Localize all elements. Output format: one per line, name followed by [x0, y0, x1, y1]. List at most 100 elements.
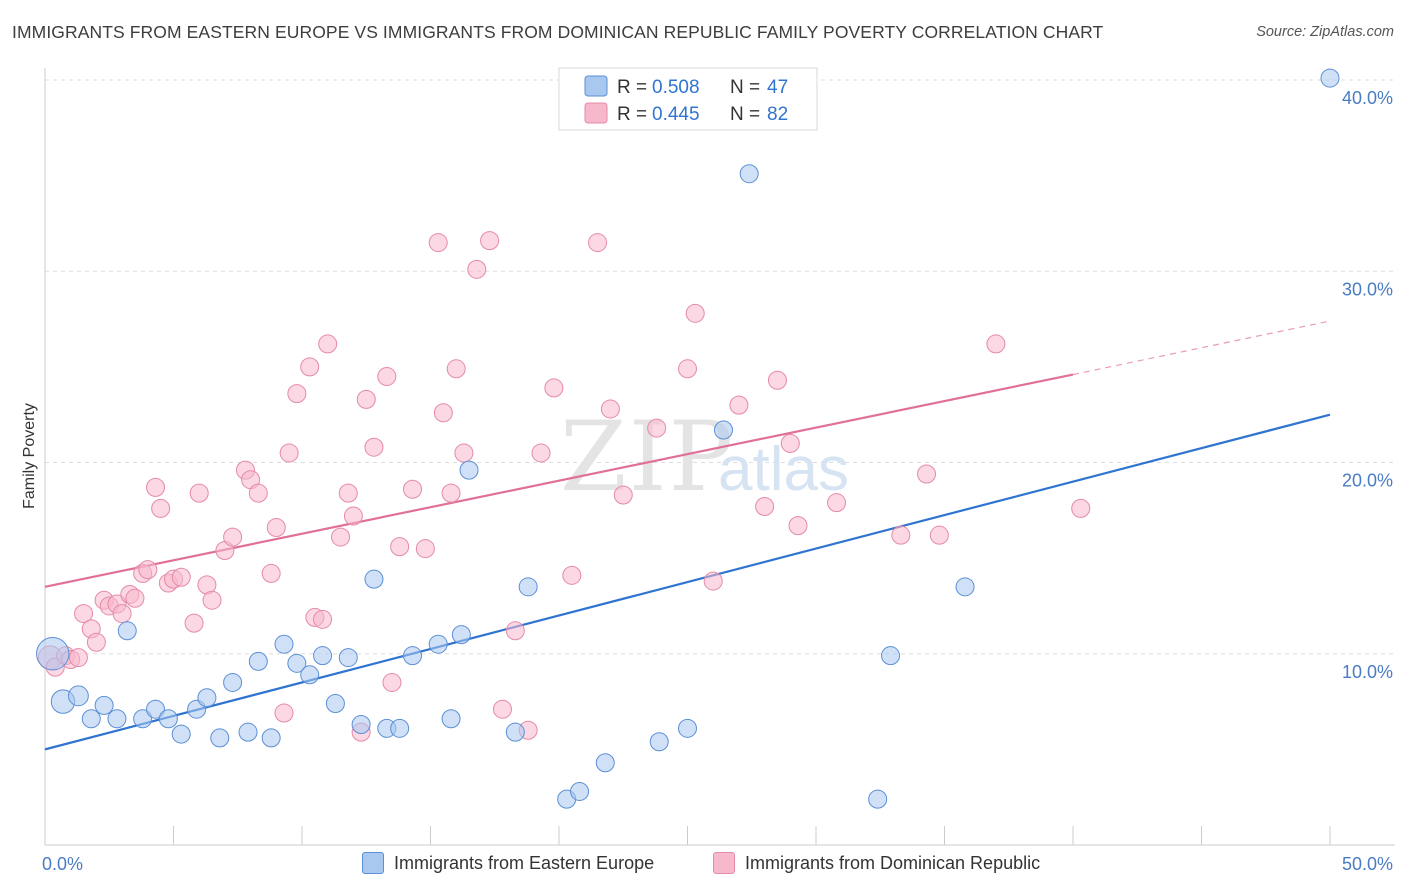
legend-swatch-blue: [584, 75, 608, 97]
y-tick-label-3: 40.0%: [1342, 88, 1393, 108]
point-dominican-republic-44: [364, 437, 384, 457]
point-eastern-europe-18: [274, 634, 294, 654]
point-eastern-europe-40: [713, 420, 733, 440]
point-eastern-europe-12: [197, 688, 217, 708]
legend-n-value-2: 82: [767, 104, 788, 125]
point-dominican-republic-41: [343, 506, 363, 526]
legend-r-label-2: R =: [617, 104, 647, 125]
point-dominican-republic-60: [531, 443, 551, 463]
point-dominican-republic-38: [318, 334, 338, 354]
point-dominican-republic-73: [780, 433, 800, 453]
point-eastern-europe-44: [955, 577, 975, 597]
point-dominican-republic-34: [287, 384, 307, 404]
point-eastern-europe-3: [81, 709, 101, 729]
point-eastern-europe-33: [505, 722, 525, 742]
legend-item-eastern-europe: Immigrants from Eastern Europe: [362, 852, 654, 874]
point-eastern-europe-28: [403, 646, 423, 666]
point-dominican-republic-51: [433, 403, 453, 423]
point-eastern-europe-8: [146, 699, 166, 719]
point-eastern-europe-4: [94, 695, 114, 715]
point-eastern-europe-41: [739, 164, 759, 184]
point-eastern-europe-29: [428, 634, 448, 654]
point-dominican-republic-11: [112, 604, 132, 624]
point-dominican-republic-49: [415, 539, 435, 559]
point-dominican-republic-67: [678, 359, 697, 379]
legend-r-value-1: 0.508: [652, 77, 700, 98]
point-eastern-europe-2: [68, 685, 89, 707]
point-dominican-republic-54: [454, 443, 474, 463]
point-dominican-republic-79: [986, 334, 1006, 354]
point-dominican-republic-77: [917, 464, 937, 484]
point-eastern-europe-5: [107, 709, 127, 729]
point-dominican-republic-30: [261, 563, 281, 583]
point-eastern-europe-7: [133, 709, 153, 729]
bottom-legend: Immigrants from Eastern Europe Immigrant…: [0, 852, 1406, 878]
legend-swatch-pink: [584, 102, 608, 124]
point-dominican-republic-40: [338, 483, 358, 503]
point-dominican-republic-15: [138, 560, 158, 580]
point-dominican-republic-46: [382, 672, 402, 692]
point-eastern-europe-37: [595, 753, 615, 773]
point-dominican-republic-53: [446, 359, 466, 379]
point-dominican-republic-4: [68, 648, 88, 668]
point-dominican-republic-5: [74, 604, 94, 624]
point-eastern-europe-22: [325, 693, 345, 713]
point-dominican-republic-65: [613, 485, 633, 505]
point-eastern-europe-39: [678, 718, 697, 738]
point-eastern-europe-43: [881, 646, 901, 666]
point-eastern-europe-13: [210, 728, 230, 748]
trend-line-dominican-republic: [44, 373, 1074, 588]
point-eastern-europe-30: [441, 709, 461, 729]
point-eastern-europe-45: [1320, 68, 1340, 88]
point-dominican-republic-56: [480, 231, 500, 251]
point-dominican-republic-45: [377, 366, 397, 386]
point-dominican-republic-39: [331, 527, 351, 547]
point-dominican-republic-70: [729, 395, 749, 415]
legend-r-value-2: 0.445: [652, 104, 700, 125]
legend-label-eastern-europe: Immigrants from Eastern Europe: [394, 852, 655, 873]
point-dominican-republic-74: [788, 516, 808, 536]
y-tick-label-0: 10.0%: [1342, 662, 1393, 682]
point-dominican-republic-47: [390, 537, 410, 557]
trend-line-eastern-europe: [44, 413, 1331, 751]
point-dominican-republic-72: [767, 370, 787, 390]
point-dominican-republic-33: [279, 443, 299, 463]
point-dominican-republic-66: [647, 418, 667, 438]
point-eastern-europe-15: [238, 722, 258, 742]
point-eastern-europe-21: [313, 646, 333, 666]
legend-n-label-2: N =: [730, 104, 760, 125]
point-dominican-republic-78: [929, 525, 949, 545]
point-dominican-republic-7: [86, 632, 106, 652]
point-dominican-republic-64: [600, 399, 620, 419]
watermark: ZIP atlas: [560, 401, 849, 513]
point-eastern-europe-17: [261, 728, 281, 748]
point-dominican-republic-37: [313, 609, 333, 629]
grid-lines: [45, 79, 1395, 655]
point-dominican-republic-76: [891, 525, 911, 545]
point-eastern-europe-34: [518, 577, 538, 597]
x-tick-label-0: 0.0%: [42, 854, 83, 874]
point-dominican-republic-63: [588, 233, 608, 253]
legend-n-value-1: 47: [767, 77, 788, 98]
point-eastern-europe-31: [451, 625, 471, 645]
point-eastern-europe-38: [649, 732, 669, 752]
point-dominican-republic-80: [1071, 498, 1091, 518]
point-dominican-republic-69: [703, 571, 723, 591]
point-eastern-europe-36: [570, 781, 590, 801]
point-dominican-republic-22: [189, 483, 209, 503]
y-tick-label-1: 20.0%: [1342, 471, 1393, 491]
trend-line-dominican-republic-extension: [1072, 320, 1331, 376]
point-eastern-europe-32: [459, 460, 479, 480]
point-dominican-republic-26: [223, 527, 243, 547]
point-dominican-republic-32: [274, 703, 294, 723]
point-eastern-europe-20: [300, 665, 320, 685]
data-points: [36, 68, 1340, 809]
point-dominican-republic-68: [685, 303, 705, 323]
legend-r-label-1: R =: [617, 77, 647, 98]
point-dominican-republic-43: [356, 389, 376, 409]
axes: [44, 68, 1395, 846]
legend-box: R = 0.508 N = 47 R = 0.445 N = 82: [558, 67, 818, 131]
point-dominican-republic-58: [505, 621, 525, 641]
point-eastern-europe-9: [158, 709, 178, 729]
